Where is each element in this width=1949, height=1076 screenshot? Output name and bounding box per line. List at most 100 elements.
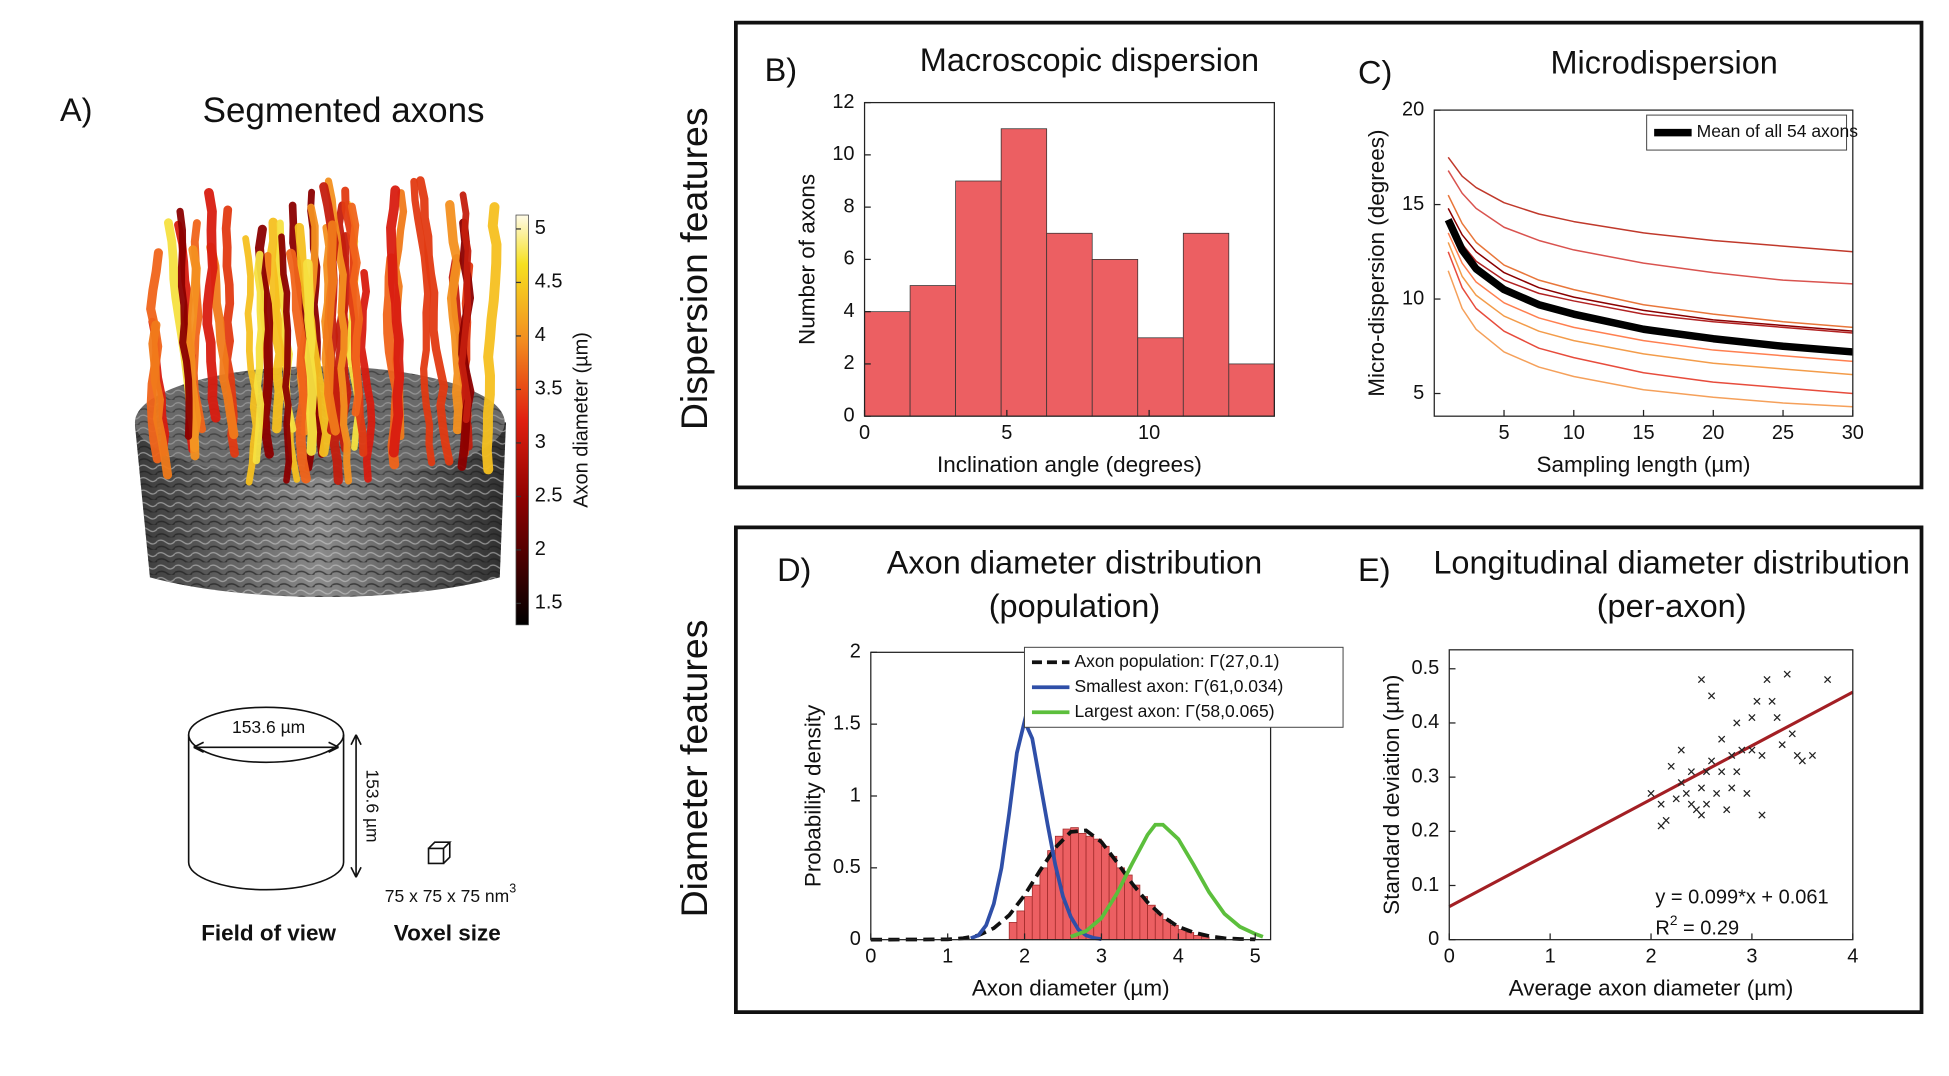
bar	[1228, 363, 1275, 417]
legend: Mean of all 54 axons	[1646, 114, 1859, 151]
panel-label: B)	[765, 52, 797, 88]
scatter-point	[1657, 822, 1665, 830]
bar	[1046, 232, 1093, 417]
fov-height: 153.6 µm	[362, 769, 382, 842]
chart: C) Microdispersion Sampling length (µm) Mic…	[1358, 45, 1864, 477]
axon	[185, 245, 202, 461]
chart-title: Longitudinal diameter distribution	[1433, 544, 1910, 580]
x-axis-label: Average axon diameter (µm)	[1509, 976, 1794, 1001]
legend-label: Axon population: Γ(27,0.1)	[1074, 651, 1279, 671]
r-squared-rest: = 0.29	[1677, 918, 1739, 940]
legend-label: Mean of all 54 axons	[1697, 121, 1859, 141]
axon	[416, 176, 454, 466]
axon	[410, 177, 436, 467]
fit-line	[1448, 690, 1854, 908]
bar	[1078, 832, 1087, 941]
colorbar-tick-label: 2	[535, 538, 546, 560]
axon	[202, 188, 221, 423]
axon	[386, 185, 405, 458]
bar	[864, 311, 911, 417]
scatter-point	[1723, 806, 1731, 814]
y-tick-label: 0	[1428, 928, 1439, 950]
y-tick-label: 0.2	[1411, 820, 1439, 842]
scatter-point	[1697, 811, 1706, 819]
scatter-point	[1748, 713, 1756, 722]
chart: D) Axon diameter distribution (population)…	[777, 544, 1344, 1001]
x-axis-label: Inclination angle (degrees)	[937, 452, 1202, 477]
scatter-point	[1687, 800, 1695, 808]
y-tick-label: 5	[1413, 382, 1424, 404]
colorbar-tick-label: 4	[535, 324, 546, 346]
y-tick-label: 2	[843, 352, 854, 374]
x-tick-label: 15	[1632, 422, 1654, 444]
bar	[1185, 932, 1195, 941]
scatter-point	[1672, 795, 1680, 803]
bar	[955, 180, 1002, 417]
y-tick-label: 1.5	[833, 712, 861, 734]
y-tick-label: 1	[850, 784, 861, 806]
y-tick-label: 10	[1402, 287, 1424, 309]
axon	[458, 191, 472, 424]
colorbar-ticks: 1.5 2 2.5 3 3.5 4 4.5 5	[515, 217, 563, 614]
scatter-point	[1758, 811, 1766, 819]
charts: B) Macroscopic dispersion Inclination angl…	[765, 42, 1910, 1000]
bar	[1154, 913, 1164, 941]
scatter-point	[1773, 713, 1781, 722]
bar	[1039, 867, 1049, 941]
axon	[286, 248, 311, 484]
legend-label: Smallest axon: Γ(61,0.034)	[1074, 676, 1283, 696]
axon	[278, 233, 293, 484]
bar	[1193, 934, 1202, 941]
scatter-point	[1753, 697, 1761, 705]
scatter-point	[1667, 762, 1675, 770]
bar	[1182, 232, 1230, 417]
voxel-exp: 3	[509, 882, 516, 896]
y-tick-label: 0.3	[1411, 765, 1439, 787]
series-line	[1447, 194, 1853, 329]
colorbar-tick-label: 1.5	[535, 592, 563, 614]
scatter-point	[1824, 676, 1832, 684]
legend-box	[1023, 646, 1344, 728]
y-axis-label: Micro-dispersion (degrees)	[1364, 130, 1389, 397]
y-tick-label: 0.4	[1411, 711, 1439, 733]
y-tick-label: 2	[850, 641, 861, 663]
y-tick-label: 0.5	[1411, 657, 1439, 679]
scatter-point	[1682, 789, 1690, 797]
y-tick-label: 4	[843, 300, 854, 322]
x-tick-label: 4	[1173, 945, 1184, 967]
x-tick-label: 10	[1563, 422, 1585, 444]
bar	[1131, 884, 1141, 941]
x-tick-label: 0	[865, 945, 876, 967]
fov-diagram	[187, 706, 452, 891]
scatter-point	[1692, 806, 1700, 814]
series-line	[1447, 207, 1853, 332]
scatter-point	[1677, 778, 1685, 787]
x-tick-label: 3	[1746, 945, 1757, 967]
axon-bundle	[146, 176, 502, 486]
bar	[1031, 884, 1041, 941]
bar	[1024, 896, 1033, 941]
plot-area	[870, 715, 1264, 942]
series-line	[1447, 270, 1853, 408]
y-axis-label: Number of axons	[794, 174, 819, 345]
density-curve	[870, 828, 1256, 942]
scatter-point	[1758, 751, 1766, 760]
chart-title: Microdispersion	[1550, 45, 1777, 81]
chart: E) Longitudinal diameter distribution (per…	[1358, 544, 1910, 1000]
panel-label: D)	[777, 552, 811, 588]
series-line	[1447, 232, 1853, 363]
r-squared-exp: 2	[1670, 913, 1678, 928]
chart-title: (population)	[989, 588, 1160, 624]
voxel-caption: Voxel size	[394, 921, 501, 946]
y-tick-label: 6	[843, 248, 854, 270]
dispersion-box	[733, 20, 1924, 490]
y-tick-label: 0	[850, 928, 861, 950]
x-tick-label: 0	[1444, 945, 1455, 967]
fit-equation: y = 0.099*x + 0.061	[1655, 887, 1828, 909]
bar	[1008, 922, 1018, 941]
bar	[1170, 924, 1179, 941]
voxel-size: 75 x 75 x 75 nm3	[385, 882, 516, 906]
x-tick-label: 2	[1019, 945, 1030, 967]
axon	[252, 250, 265, 465]
scatter-point	[1788, 730, 1796, 738]
